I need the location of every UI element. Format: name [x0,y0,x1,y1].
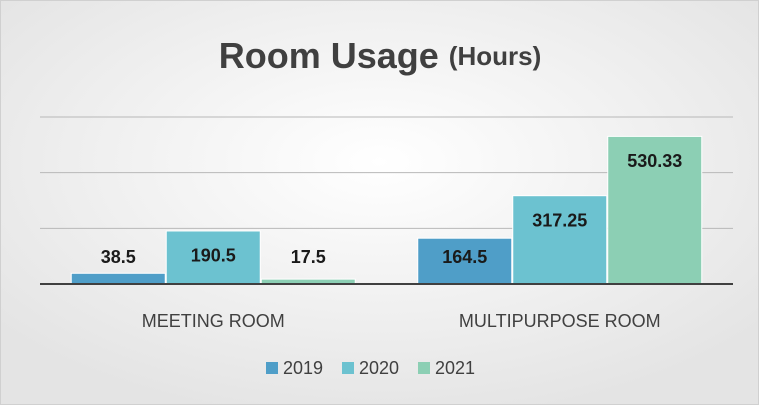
data-label: 164.5 [442,247,487,267]
data-label: 38.5 [101,247,136,267]
bar [70,272,166,285]
legend-swatch [342,362,354,374]
data-label: 530.33 [627,151,682,171]
chart-title-group: Room Usage (Hours) [219,35,541,76]
data-label: 17.5 [291,247,326,267]
x-tick-label: MULTIPURPOSE ROOM [459,311,661,331]
bar [417,237,513,285]
x-tick-label: MEETING ROOM [142,311,285,331]
legend-label: 2021 [435,358,475,378]
legend-label: 2020 [359,358,399,378]
chart-subtitle: (Hours) [449,41,541,71]
chart-title: Room Usage [219,35,439,76]
legend-swatch [266,362,278,374]
legend-swatch [418,362,430,374]
data-label: 190.5 [191,246,236,266]
legend-label: 2019 [283,358,323,378]
data-label: 317.25 [532,210,587,230]
bar [512,195,608,285]
